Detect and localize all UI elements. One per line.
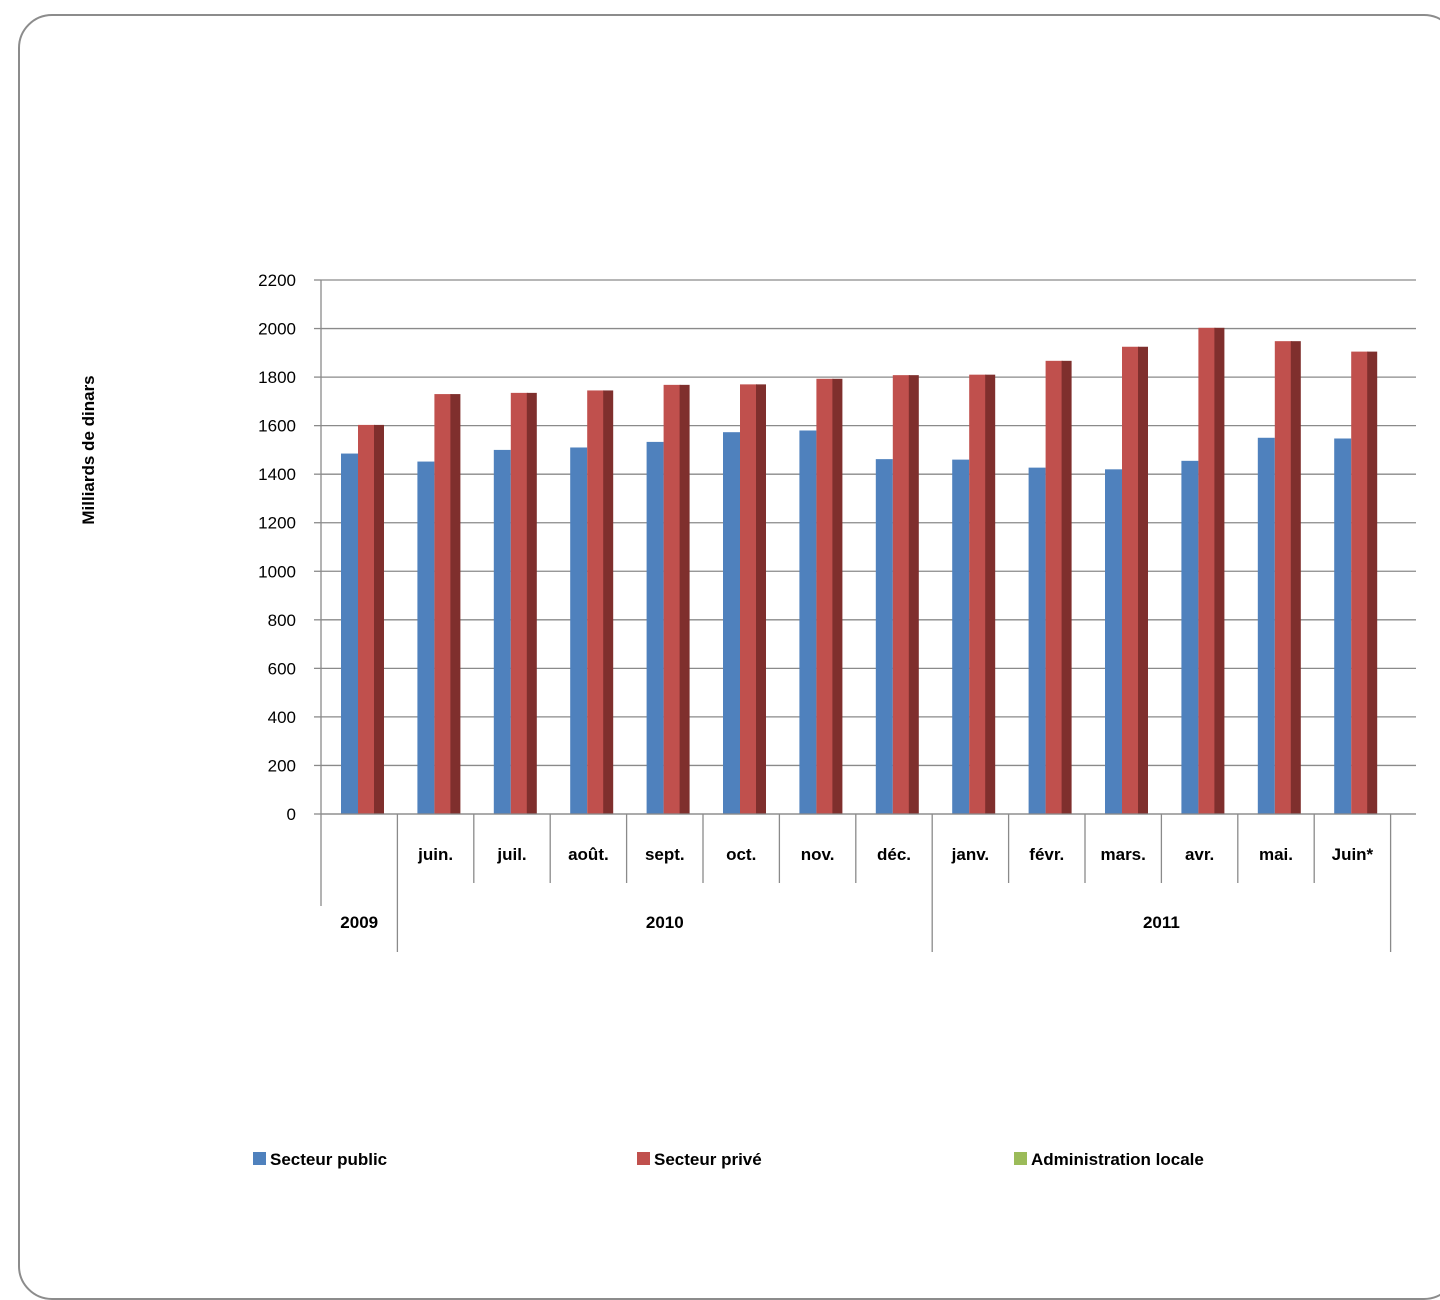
bar-secteur-prive-side xyxy=(832,378,843,814)
bar-secteur-prive xyxy=(1351,351,1369,814)
bar-secteur-prive-side xyxy=(450,394,461,814)
bar-secteur-prive-side xyxy=(1290,341,1301,814)
bar-secteur-prive-side xyxy=(374,424,384,814)
category-label: août. xyxy=(568,845,609,864)
year-label: 2011 xyxy=(1143,913,1180,932)
category-label: mai. xyxy=(1259,845,1293,864)
bar-secteur-public xyxy=(799,430,817,814)
y-tick-label: 1400 xyxy=(258,465,296,484)
bar-secteur-prive xyxy=(663,384,681,814)
bar-secteur-prive xyxy=(1274,341,1292,814)
bar-secteur-prive-side xyxy=(1214,327,1225,814)
category-label: oct. xyxy=(726,845,756,864)
bar-secteur-public xyxy=(723,432,740,814)
bar-secteur-public xyxy=(1028,467,1046,814)
legend-swatch xyxy=(1014,1152,1027,1165)
category-label: mars. xyxy=(1101,845,1146,864)
bar-secteur-prive xyxy=(816,378,834,814)
category-label: févr. xyxy=(1029,845,1064,864)
y-tick-label: 2200 xyxy=(258,271,296,290)
bar-secteur-public xyxy=(570,447,588,814)
bar-secteur-prive xyxy=(510,392,528,814)
category-label: juil. xyxy=(496,845,526,864)
legend-label: Administration locale xyxy=(1031,1150,1204,1169)
bar-secteur-prive-side xyxy=(756,384,766,814)
bar-secteur-public xyxy=(646,441,664,814)
category-label: janv. xyxy=(951,845,989,864)
axes xyxy=(320,280,1416,906)
year-label: 2009 xyxy=(340,913,378,932)
category-label: sept. xyxy=(645,845,685,864)
bar-secteur-prive xyxy=(1045,360,1063,814)
bar-secteur-prive-side xyxy=(603,390,614,814)
bar-secteur-public xyxy=(1105,469,1122,814)
bar-secteur-prive-side xyxy=(1138,346,1148,814)
y-tick-label: 800 xyxy=(268,611,296,630)
bar-secteur-prive xyxy=(892,375,910,814)
bar-secteur-public xyxy=(341,453,358,814)
bar-secteur-public xyxy=(952,459,970,814)
legend: Secteur public Secteur privé Administratio… xyxy=(253,1150,1204,1169)
bar-secteur-prive xyxy=(587,390,605,814)
bar-secteur-prive-side xyxy=(679,384,690,814)
bar-secteur-prive xyxy=(969,374,987,814)
bar-secteur-prive-side xyxy=(526,392,537,814)
category-labels: juin. juil. août. sept. oct. nov. déc. janv. fév… xyxy=(340,814,1392,952)
category-label: avr. xyxy=(1185,845,1214,864)
bar-secteur-prive-side xyxy=(1061,360,1072,814)
bar-secteur-public xyxy=(493,449,511,814)
legend-swatch xyxy=(637,1152,650,1165)
bars xyxy=(341,327,1378,814)
bar-secteur-public xyxy=(417,461,435,814)
legend-label: Secteur public xyxy=(270,1150,387,1169)
bar-secteur-prive xyxy=(1122,346,1139,814)
bar-secteur-public xyxy=(1257,437,1275,814)
y-tick-label: 200 xyxy=(268,756,296,775)
category-label: Juin* xyxy=(1332,845,1374,864)
legend-swatch xyxy=(253,1152,266,1165)
bar-secteur-public xyxy=(1181,460,1199,814)
y-axis-ticks: 0 200 400 600 800 1000 1200 1400 1600 1800 2000 220… xyxy=(258,271,296,824)
y-tick-label: 1000 xyxy=(258,562,296,581)
category-label: juin. xyxy=(417,845,453,864)
y-axis-label: Milliards de dinars xyxy=(79,375,98,524)
bar-secteur-prive-side xyxy=(908,375,919,814)
y-tick-label: 2000 xyxy=(258,320,296,339)
bar-secteur-public xyxy=(1334,438,1352,814)
bar-secteur-prive-side xyxy=(1367,351,1378,814)
y-tick-label: 1600 xyxy=(258,417,296,436)
y-tick-label: 1200 xyxy=(258,514,296,533)
category-label: déc. xyxy=(877,845,911,864)
bar-secteur-public xyxy=(875,459,893,814)
legend-label: Secteur privé xyxy=(654,1150,762,1169)
y-tick-label: 400 xyxy=(268,708,296,727)
y-tick-label: 1800 xyxy=(258,368,296,387)
bar-secteur-prive xyxy=(740,384,757,814)
y-tick-label: 0 xyxy=(287,805,296,824)
y-tick-label: 600 xyxy=(268,659,296,678)
bar-secteur-prive xyxy=(1198,327,1216,814)
year-label: 2010 xyxy=(646,913,684,932)
bar-secteur-prive xyxy=(434,394,452,814)
grid-lines xyxy=(314,279,1416,815)
bar-secteur-prive-side xyxy=(985,374,996,814)
category-label: nov. xyxy=(801,845,835,864)
bar-secteur-prive xyxy=(358,424,375,814)
